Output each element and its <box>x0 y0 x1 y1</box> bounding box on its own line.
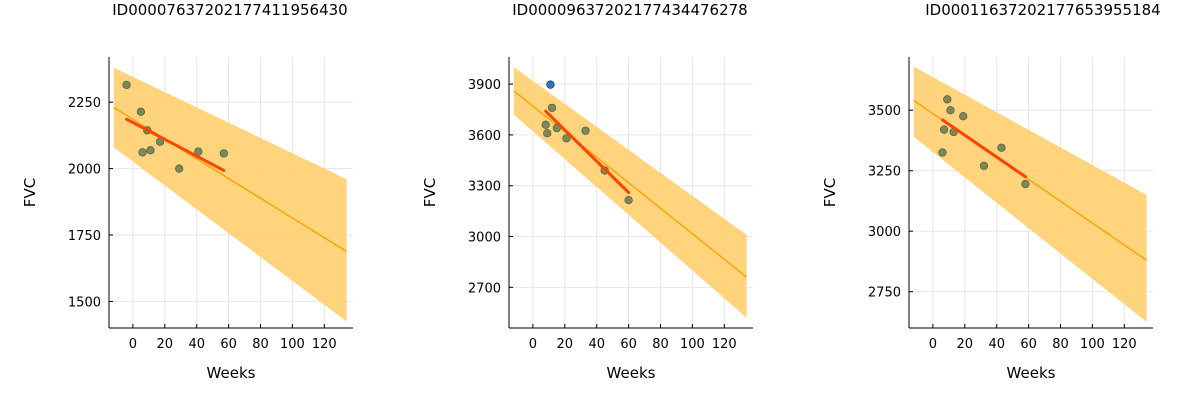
confidence-band <box>113 67 347 322</box>
trend-line <box>513 90 748 278</box>
y-tick-label: 2750 <box>868 286 901 301</box>
x-tick-label: 100 <box>280 337 305 352</box>
x-tick-label: 0 <box>129 337 137 352</box>
y-axis-label: FVC <box>21 178 39 207</box>
x-tick-label: 120 <box>312 337 337 352</box>
y-tick-label: 3300 <box>468 180 501 195</box>
y-tick-label: 3500 <box>868 104 901 119</box>
data-point <box>552 124 561 133</box>
data-point <box>959 112 968 121</box>
confidence-band <box>513 67 747 318</box>
y-tick-label: 2700 <box>468 281 501 296</box>
y-tick-label: 1500 <box>68 295 101 310</box>
x-axis-label: Weeks <box>207 364 256 382</box>
x-tick-label: 120 <box>1112 337 1137 352</box>
data-point <box>943 95 952 104</box>
x-tick-label: 40 <box>988 337 1005 352</box>
x-tick-label: 20 <box>157 337 174 352</box>
data-point <box>136 107 145 116</box>
x-tick-label: 0 <box>929 337 937 352</box>
y-tick-label: 1750 <box>68 229 101 244</box>
subplot-1: 0 20 40 60 80 100 120 1500 1750 2000 2250 ID0000763… <box>21 1 353 382</box>
data-point <box>946 106 955 115</box>
fit-line <box>544 109 631 194</box>
x-axis-label: Weeks <box>1007 364 1056 382</box>
x-tick-label: 20 <box>557 337 574 352</box>
x-tick-label: 60 <box>220 337 237 352</box>
data-point <box>997 143 1006 152</box>
y-tick-label: 3250 <box>868 165 901 180</box>
chart-title: ID00009637202177434476278 <box>512 1 747 19</box>
data-point <box>979 161 989 170</box>
fit-line <box>125 117 226 172</box>
data-point <box>543 129 552 138</box>
x-tick-label: 100 <box>680 337 705 352</box>
x-tick-label: 80 <box>252 337 269 352</box>
x-axis-label: Weeks <box>607 364 656 382</box>
chart-title: ID00011637202177653955184 <box>925 1 1160 19</box>
data-point <box>939 125 949 134</box>
x-tick-label: 120 <box>712 337 737 352</box>
data-point <box>1021 179 1030 189</box>
data-point <box>138 148 147 157</box>
confidence-band <box>913 66 1147 322</box>
data-point <box>938 148 947 157</box>
x-tick-label: 40 <box>588 337 605 352</box>
data-point <box>581 126 590 135</box>
y-tick-label: 2250 <box>68 96 101 111</box>
x-tick-label: 80 <box>1052 337 1069 352</box>
y-tick-label: 2000 <box>68 163 101 178</box>
y-axis-label: FVC <box>421 178 439 207</box>
chart-title: ID00007637202177411956430 <box>112 1 347 19</box>
x-tick-label: 60 <box>1020 337 1037 352</box>
y-tick-label: 3900 <box>468 78 501 93</box>
data-point <box>547 103 557 112</box>
data-point <box>541 120 550 129</box>
data-point <box>146 146 155 155</box>
x-tick-label: 60 <box>620 337 637 352</box>
x-tick-label: 20 <box>957 337 974 352</box>
x-tick-label: 0 <box>529 337 537 352</box>
data-point <box>122 80 131 89</box>
x-tick-label: 100 <box>1080 337 1105 352</box>
subplot-3: 0 20 40 60 80 100 120 2750 3000 3250 3500 ID0001163… <box>821 1 1161 382</box>
y-axis-label: FVC <box>821 178 839 207</box>
outlier-point <box>546 80 555 89</box>
data-point <box>219 149 228 158</box>
data-point <box>562 134 571 143</box>
x-tick-label: 80 <box>652 337 669 352</box>
y-tick-label: 3000 <box>868 225 901 240</box>
data-point <box>624 196 633 205</box>
fit-line <box>940 118 1027 179</box>
y-tick-label: 3600 <box>468 129 501 144</box>
y-tick-label: 3000 <box>468 231 501 246</box>
data-point <box>175 164 184 173</box>
subplot-2: 0 20 40 60 80 100 120 2700 3000 3300 3600 3900 ID000… <box>421 1 753 382</box>
x-tick-label: 40 <box>188 337 205 352</box>
